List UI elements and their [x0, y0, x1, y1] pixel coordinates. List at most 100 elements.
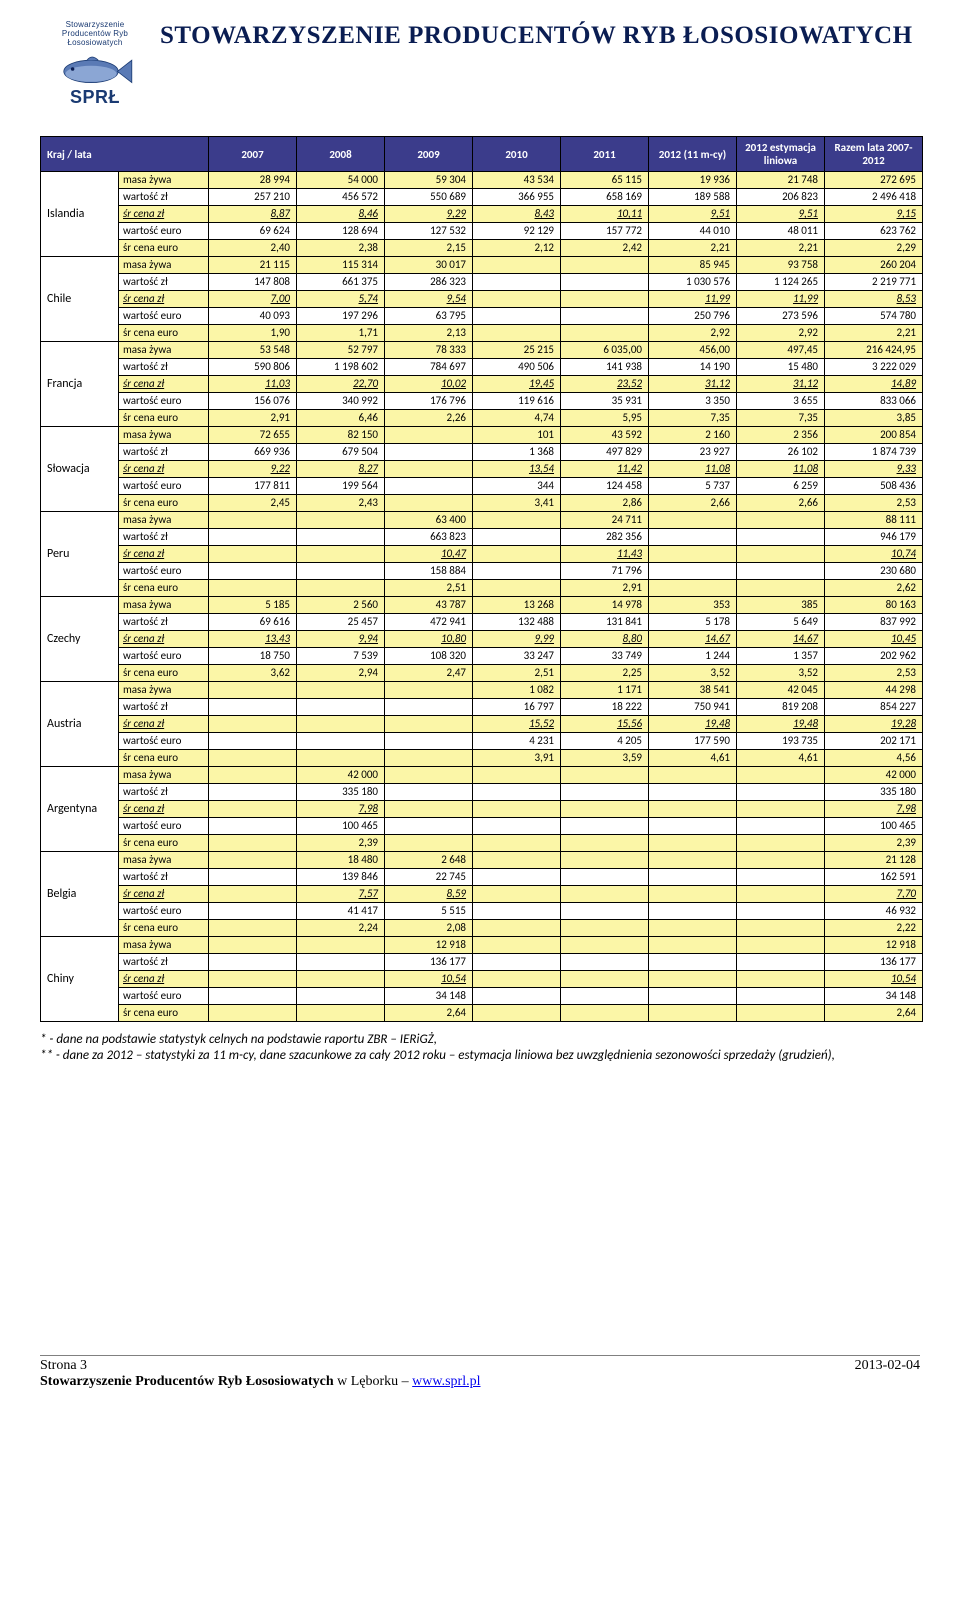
value-cell: 7,57 [297, 886, 385, 903]
table-row: wartość euro177 811199 564344124 4585 73… [41, 478, 923, 495]
table-row: Perumasa żywa63 40024 71188 111 [41, 512, 923, 529]
table-row: wartość zł663 823282 356946 179 [41, 529, 923, 546]
value-cell: 11,08 [649, 461, 737, 478]
value-cell: 12 918 [385, 937, 473, 954]
table-row: wartość zł669 936679 5041 368497 82923 9… [41, 444, 923, 461]
value-cell: 157 772 [561, 223, 649, 240]
value-cell [473, 767, 561, 784]
value-cell: 9,22 [209, 461, 297, 478]
value-cell [649, 852, 737, 869]
value-cell: 837 992 [825, 614, 923, 631]
metric-cell: śr cena zł [119, 206, 209, 223]
footer-org-name: Stowarzyszenie Producentów Ryb Łososiowa… [40, 1374, 334, 1389]
value-cell: 7,98 [825, 801, 923, 818]
value-cell [649, 546, 737, 563]
value-cell [737, 818, 825, 835]
metric-cell: śr cena euro [119, 665, 209, 682]
value-cell [209, 699, 297, 716]
value-cell [297, 512, 385, 529]
value-cell: 11,99 [649, 291, 737, 308]
metric-cell: wartość euro [119, 818, 209, 835]
metric-cell: wartość zł [119, 189, 209, 206]
value-cell [649, 835, 737, 852]
value-cell: 69 616 [209, 614, 297, 631]
value-cell: 18 750 [209, 648, 297, 665]
value-cell: 2,24 [297, 920, 385, 937]
value-cell: 5,74 [297, 291, 385, 308]
value-cell: 2,21 [737, 240, 825, 257]
table-row: Chilemasa żywa21 115115 31430 01785 9459… [41, 257, 923, 274]
value-cell [473, 971, 561, 988]
value-cell: 21 128 [825, 852, 923, 869]
value-cell: 2,25 [561, 665, 649, 682]
col-header: 2007 [209, 137, 297, 172]
value-cell [473, 886, 561, 903]
metric-cell: wartość euro [119, 478, 209, 495]
value-cell [297, 529, 385, 546]
value-cell: 1 368 [473, 444, 561, 461]
value-cell: 9,54 [385, 291, 473, 308]
value-cell [385, 818, 473, 835]
value-cell: 663 823 [385, 529, 473, 546]
value-cell [561, 903, 649, 920]
table-row: Islandiamasa żywa28 99454 00059 30443 53… [41, 172, 923, 189]
metric-cell: wartość euro [119, 308, 209, 325]
value-cell: 22 745 [385, 869, 473, 886]
col-header: 2012 (11 m-cy) [649, 137, 737, 172]
value-cell: 1,90 [209, 325, 297, 342]
value-cell [649, 920, 737, 937]
value-cell: 136 177 [825, 954, 923, 971]
value-cell: 63 400 [385, 512, 473, 529]
value-cell: 44 298 [825, 682, 923, 699]
metric-cell: masa żywa [119, 682, 209, 699]
value-cell: 3 350 [649, 393, 737, 410]
value-cell: 2,15 [385, 240, 473, 257]
metric-cell: śr cena euro [119, 410, 209, 427]
value-cell: 33 247 [473, 648, 561, 665]
value-cell: 9,29 [385, 206, 473, 223]
footer-url-link[interactable]: www.sprl.pl [412, 1374, 480, 1389]
value-cell: 147 808 [209, 274, 297, 291]
value-cell: 3,91 [473, 750, 561, 767]
value-cell: 71 796 [561, 563, 649, 580]
value-cell: 5 515 [385, 903, 473, 920]
value-cell: 11,42 [561, 461, 649, 478]
metric-cell: śr cena euro [119, 495, 209, 512]
footer-org-line: Stowarzyszenie Producentów Ryb Łososiowa… [40, 1374, 920, 1390]
value-cell: 80 163 [825, 597, 923, 614]
value-cell: 15,52 [473, 716, 561, 733]
value-cell: 131 841 [561, 614, 649, 631]
value-cell: 7,70 [825, 886, 923, 903]
value-cell [209, 563, 297, 580]
value-cell: 2,64 [825, 1005, 923, 1022]
value-cell [473, 512, 561, 529]
value-cell: 669 936 [209, 444, 297, 461]
value-cell: 197 296 [297, 308, 385, 325]
value-cell: 13,43 [209, 631, 297, 648]
value-cell [209, 886, 297, 903]
table-row: Austriamasa żywa1 0821 17138 54142 04544… [41, 682, 923, 699]
value-cell [297, 750, 385, 767]
value-cell: 15 480 [737, 359, 825, 376]
value-cell [561, 308, 649, 325]
value-cell: 7,98 [297, 801, 385, 818]
country-cell: Argentyna [41, 767, 119, 852]
metric-cell: masa żywa [119, 257, 209, 274]
value-cell: 7,35 [737, 410, 825, 427]
value-cell: 286 323 [385, 274, 473, 291]
country-cell: Chiny [41, 937, 119, 1022]
value-cell: 260 204 [825, 257, 923, 274]
table-row: wartość zł69 61625 457472 941132 488131 … [41, 614, 923, 631]
value-cell [737, 937, 825, 954]
value-cell: 1 244 [649, 648, 737, 665]
table-row: wartość euro100 465100 465 [41, 818, 923, 835]
table-header-row: Kraj / lata200720082009201020112012 (11 … [41, 137, 923, 172]
value-cell: 216 424,95 [825, 342, 923, 359]
table-row: Słowacjamasa żywa72 65582 15010143 5922 … [41, 427, 923, 444]
table-row: śr cena euro1,901,712,132,922,922,21 [41, 325, 923, 342]
value-cell: 136 177 [385, 954, 473, 971]
value-cell: 21 748 [737, 172, 825, 189]
value-cell: 85 945 [649, 257, 737, 274]
metric-cell: śr cena zł [119, 376, 209, 393]
value-cell [737, 954, 825, 971]
